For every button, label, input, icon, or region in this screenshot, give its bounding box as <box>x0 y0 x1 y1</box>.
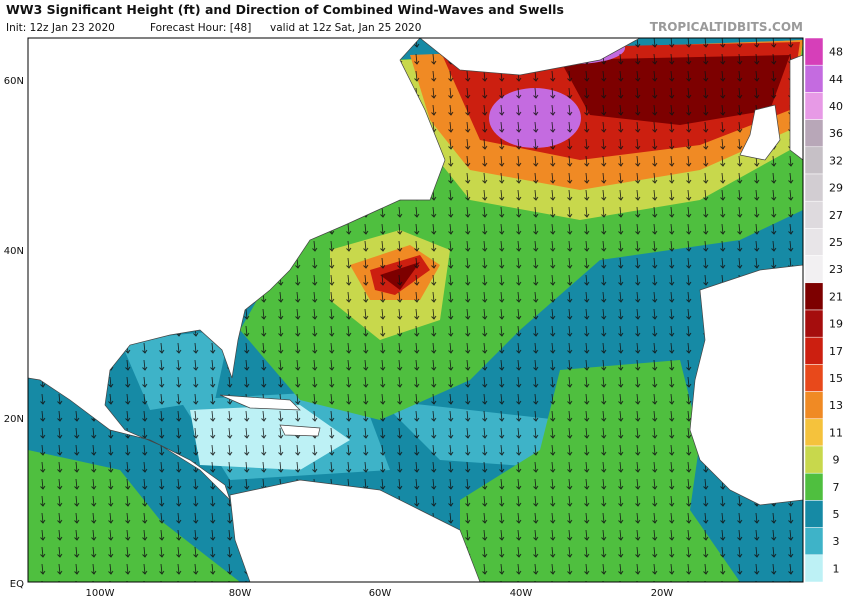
site: TROPICALTIDBITS.COM <box>650 20 803 34</box>
colorbar-label: 23 <box>829 263 843 276</box>
colorbar-label: 21 <box>829 290 843 303</box>
colorbar-cell <box>804 37 824 66</box>
colorbar-label: 13 <box>829 399 843 412</box>
colorbar-cell <box>804 527 824 556</box>
colorbar-label: 44 <box>829 73 843 86</box>
lat-label: 40N <box>4 246 24 257</box>
lat-label: 20N <box>4 414 24 425</box>
colorbar-cell <box>804 228 824 256</box>
colorbar-label: 9 <box>833 454 840 467</box>
colorbar-cell <box>804 472 824 501</box>
colorbar-cell <box>804 119 824 148</box>
lat-label: 60N <box>4 76 24 87</box>
colorbar-label: 32 <box>829 154 843 167</box>
colorbar-label: 29 <box>829 182 843 195</box>
colorbar-label: 7 <box>833 481 840 494</box>
valid-time: valid at 12z Sat, Jan 25 2020 <box>270 22 421 34</box>
colorbar-cell <box>804 554 824 583</box>
colorbar-cell <box>804 173 824 202</box>
colorbar-cell <box>804 336 824 365</box>
colorbar-cell <box>804 309 824 338</box>
lon-label: 60W <box>369 588 392 599</box>
land <box>28 38 803 582</box>
lat-label: EQ <box>10 579 24 590</box>
init: Init: 12z Jan 23 2020 <box>6 22 115 34</box>
colorbar-cell <box>804 500 824 528</box>
colorbar-cell <box>804 64 824 93</box>
colorbar-cell <box>804 364 824 392</box>
colorbar: 48 44 40 36 32 29 27 25 23 21 19 17 15 13 11 9 7 5 3 1 <box>804 37 843 583</box>
colorbar-cell <box>804 255 824 284</box>
colorbar-label: 15 <box>829 372 843 385</box>
lon-label: 80W <box>229 588 252 599</box>
colorbar-cell <box>804 391 824 420</box>
colorbar-label: 1 <box>833 562 840 575</box>
colorbar-label: 19 <box>829 318 843 331</box>
colorbar-cell <box>804 146 824 175</box>
map <box>28 38 803 582</box>
forecast-hour: Forecast Hour: [48] <box>150 22 251 34</box>
colorbar-label: 5 <box>833 508 840 521</box>
colorbar-label: 36 <box>829 127 843 140</box>
lon-label: 20W <box>651 588 674 599</box>
colorbar-label: 11 <box>829 426 843 439</box>
colorbar-label: 48 <box>829 46 843 59</box>
axis-labels: 60N 40N 20N EQ 100W 80W 60W 40W 20W <box>4 76 674 599</box>
lon-label: 40W <box>510 588 533 599</box>
colorbar-label: 17 <box>829 345 843 358</box>
colorbar-cell <box>804 92 824 120</box>
colorbar-cell <box>804 418 824 447</box>
colorbar-label: 3 <box>833 535 840 548</box>
colorbar-cell <box>804 282 824 311</box>
colorbar-cell <box>804 200 824 229</box>
title: WW3 Significant Height (ft) and Directio… <box>6 2 564 17</box>
colorbar-cell <box>804 445 824 474</box>
colorbar-label: 40 <box>829 100 843 113</box>
lon-label: 100W <box>86 588 115 599</box>
colorbar-label: 27 <box>829 209 843 222</box>
map-frame <box>27 37 804 583</box>
colorbar-label: 25 <box>829 236 843 249</box>
